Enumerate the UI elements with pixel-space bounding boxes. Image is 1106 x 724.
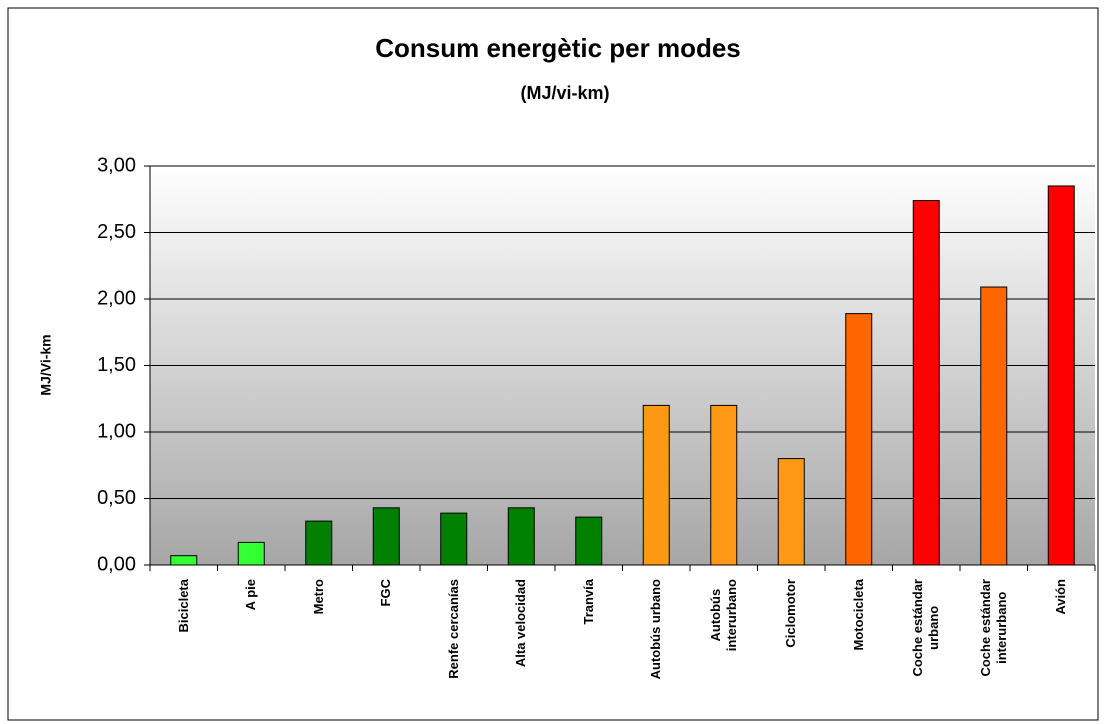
- bar: [845, 313, 873, 566]
- y-tick-label: 2,50: [97, 221, 136, 243]
- bar: [372, 507, 400, 566]
- bar: [980, 286, 1008, 566]
- bar: [170, 555, 198, 566]
- bar: [305, 520, 333, 566]
- x-tick-label: Bicicleta: [175, 579, 191, 633]
- bar: [575, 516, 603, 566]
- y-tick-label: 3,00: [97, 154, 136, 176]
- bar: [777, 458, 805, 566]
- chart-subtitle: (MJ/vi-km): [520, 83, 609, 103]
- bar: [1047, 185, 1075, 566]
- y-tick-label: 1,00: [97, 420, 136, 442]
- bar: [507, 507, 535, 566]
- x-tick-label: Tranvía: [580, 579, 596, 625]
- x-tick-label: FGC: [378, 579, 394, 607]
- x-tick-label: Renfe cercanías: [445, 579, 461, 679]
- bar: [642, 404, 670, 566]
- y-tick-label: 0,50: [97, 487, 136, 509]
- x-tick-label: Coche estándar interurbano: [977, 579, 1009, 677]
- x-tick-label: Coche estándar urbano: [910, 579, 942, 677]
- x-tick-label: Motocicleta: [850, 579, 866, 651]
- x-tick-label: Ciclomotor: [783, 579, 799, 648]
- bar: [912, 200, 940, 566]
- bar: [237, 541, 265, 566]
- y-tick-label: 2,00: [97, 287, 136, 309]
- x-tick-label: Autobús interurbano: [707, 579, 739, 652]
- y-tick-label: 1,50: [97, 354, 136, 376]
- x-tick-label: Autobús urbano: [648, 579, 664, 680]
- bar: [710, 404, 738, 566]
- x-tick-label: Metro: [310, 579, 326, 615]
- chart-title: Consum energètic per modes: [375, 33, 741, 63]
- x-tick-label: Alta velocidad: [513, 579, 529, 668]
- y-tick-label: 0,00: [97, 553, 136, 575]
- x-tick-label: Avión: [1053, 579, 1069, 615]
- bar: [440, 512, 468, 566]
- y-axis-label: MJ/Vi-km: [38, 334, 54, 395]
- x-tick-label: A pie: [243, 579, 259, 611]
